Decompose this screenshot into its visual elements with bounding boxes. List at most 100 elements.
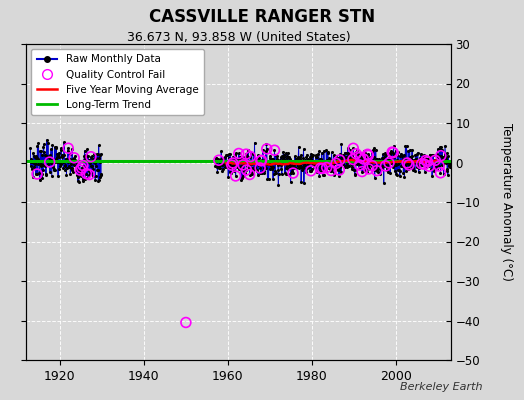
Point	[417, 158, 425, 164]
Point	[285, 170, 293, 177]
Point	[226, 161, 235, 168]
Point	[362, 154, 370, 161]
Point	[326, 166, 334, 172]
Point	[58, 152, 67, 159]
Point	[361, 160, 369, 166]
Point	[384, 156, 392, 162]
Point	[366, 154, 374, 161]
Point	[30, 160, 38, 166]
Point	[301, 159, 309, 166]
Point	[285, 154, 293, 160]
Point	[32, 153, 40, 159]
Point	[212, 155, 220, 161]
Point	[74, 179, 83, 186]
Point	[381, 163, 389, 170]
Point	[368, 157, 377, 164]
Point	[397, 150, 405, 157]
Point	[75, 158, 84, 164]
Point	[380, 154, 389, 160]
Point	[47, 146, 55, 152]
Point	[241, 154, 249, 160]
Point	[264, 176, 272, 182]
Point	[428, 160, 436, 167]
Point	[84, 168, 93, 175]
Point	[276, 160, 285, 167]
Point	[356, 160, 364, 166]
Point	[374, 166, 383, 172]
Point	[233, 164, 241, 170]
Point	[332, 160, 340, 166]
Point	[434, 153, 443, 159]
Point	[424, 161, 432, 167]
Point	[261, 148, 270, 154]
Point	[279, 156, 287, 162]
Point	[350, 167, 358, 173]
Point	[299, 164, 307, 170]
Point	[351, 155, 359, 162]
Point	[38, 162, 47, 169]
Point	[424, 155, 433, 162]
Point	[90, 158, 99, 165]
Point	[49, 160, 57, 166]
Point	[86, 160, 94, 167]
Point	[385, 162, 393, 168]
Point	[215, 164, 223, 171]
Point	[354, 160, 363, 166]
Point	[77, 167, 85, 173]
Point	[307, 168, 315, 174]
Point	[339, 152, 347, 158]
Point	[59, 164, 68, 171]
Point	[38, 174, 47, 181]
Point	[283, 152, 292, 159]
Point	[287, 164, 295, 170]
Point	[283, 162, 291, 169]
Point	[307, 151, 315, 157]
Point	[333, 158, 341, 165]
Point	[414, 163, 423, 169]
Point	[308, 166, 316, 173]
Point	[288, 165, 296, 171]
Point	[417, 150, 425, 157]
Point	[236, 156, 244, 162]
Point	[273, 153, 281, 160]
Point	[438, 156, 446, 162]
Point	[340, 150, 348, 156]
Point	[302, 152, 311, 158]
Point	[313, 151, 322, 158]
Point	[358, 168, 366, 175]
Point	[335, 167, 343, 173]
Point	[394, 161, 402, 167]
Point	[89, 156, 97, 162]
Point	[30, 164, 38, 170]
Point	[72, 166, 81, 173]
Point	[408, 153, 416, 160]
Point	[266, 163, 275, 170]
Point	[398, 152, 407, 159]
Point	[61, 162, 69, 168]
Point	[363, 162, 371, 169]
Point	[370, 174, 379, 181]
Point	[385, 160, 393, 166]
Point	[324, 162, 333, 169]
Point	[42, 137, 51, 143]
Point	[259, 168, 267, 174]
Point	[439, 161, 447, 167]
Point	[79, 162, 87, 169]
Point	[446, 164, 454, 170]
Point	[323, 149, 332, 155]
Point	[284, 166, 292, 172]
Point	[59, 159, 67, 166]
Point	[242, 160, 250, 167]
Point	[37, 147, 46, 154]
Point	[94, 142, 103, 148]
Point	[318, 158, 326, 164]
Point	[376, 171, 385, 177]
Point	[268, 159, 276, 166]
Point	[39, 167, 47, 173]
Point	[325, 155, 334, 162]
Point	[250, 140, 259, 146]
Point	[72, 167, 80, 174]
Point	[433, 165, 441, 172]
Point	[389, 149, 397, 156]
Point	[182, 319, 190, 326]
